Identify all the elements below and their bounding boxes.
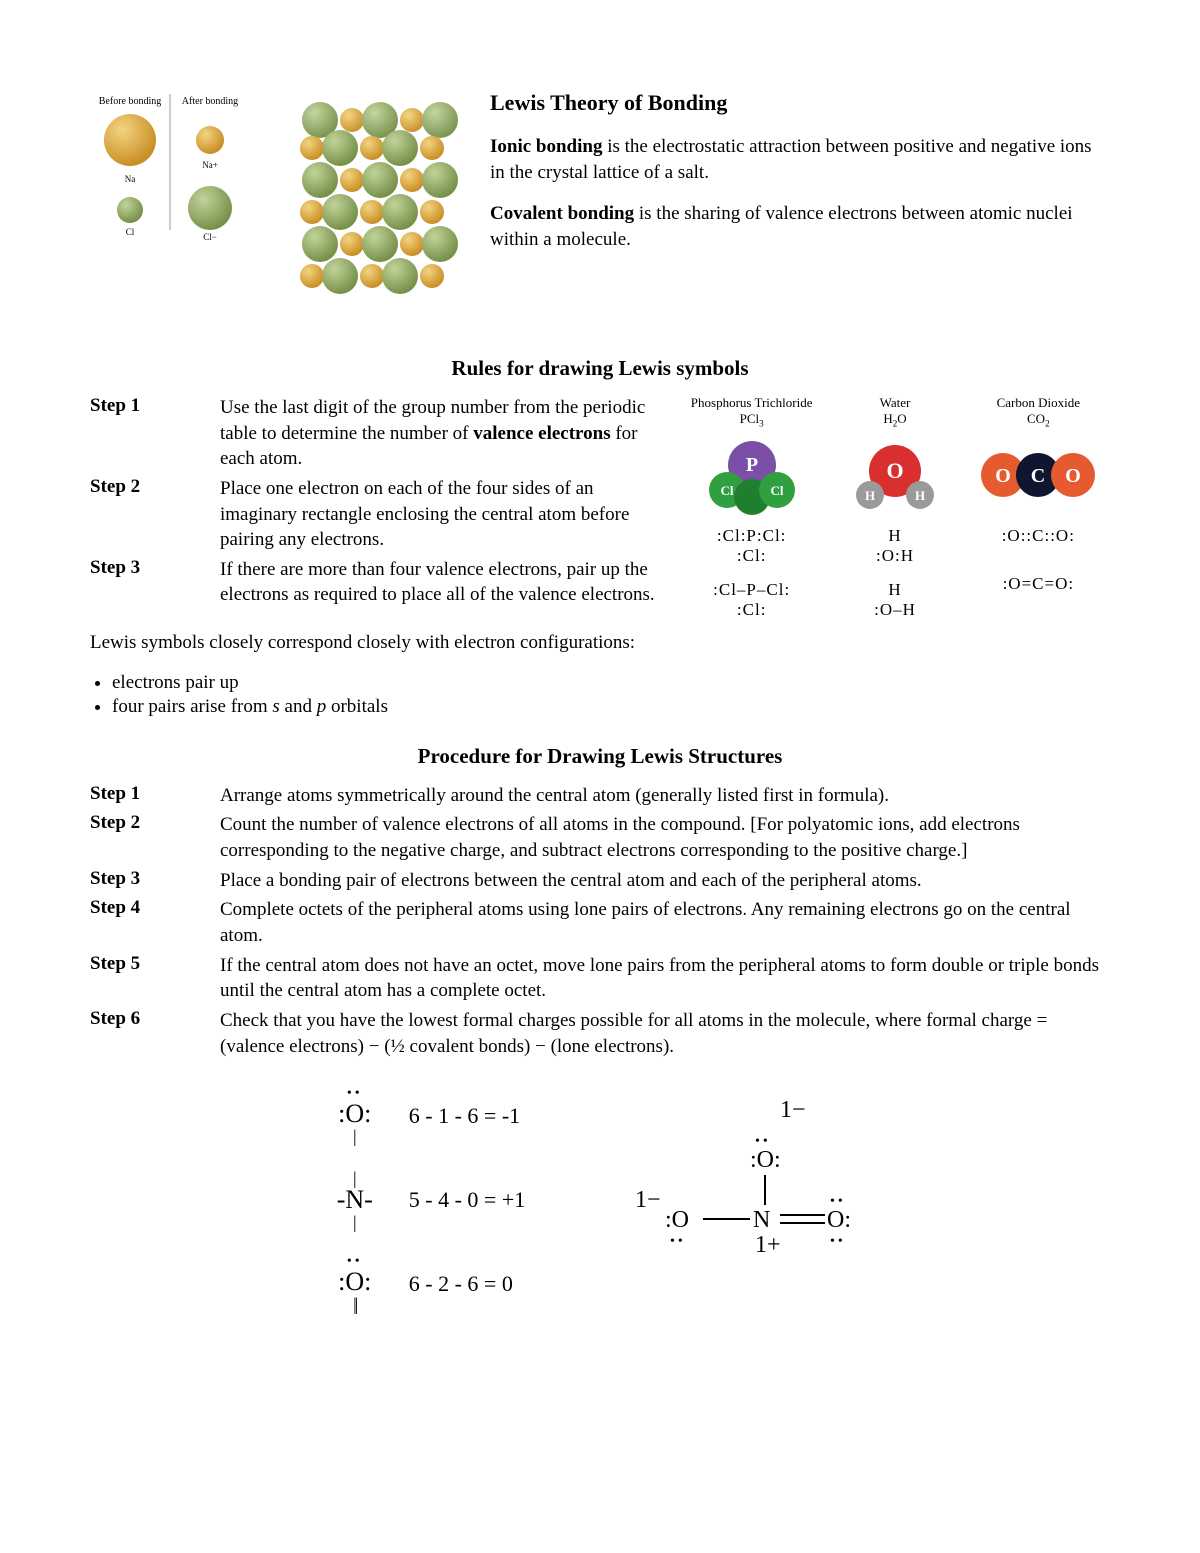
- rules-step-label: Step 2: [90, 476, 220, 557]
- ionic-label: Ionic bonding: [490, 136, 602, 157]
- svg-text:1+: 1+: [755, 1232, 781, 1258]
- svg-text:••: ••: [670, 1234, 686, 1249]
- proc-step-label: Step 1: [90, 783, 220, 813]
- covalent-bonding-def: Covalent bonding is the sharing of valen…: [490, 201, 1110, 252]
- svg-text:O: O: [996, 465, 1012, 487]
- lewis-dot: :O::C::O:: [967, 526, 1110, 546]
- procedure-heading: Procedure for Drawing Lewis Structures: [90, 744, 1110, 769]
- svg-text:O: O: [1066, 465, 1082, 487]
- rules-step-body: Use the last digit of the group number f…: [220, 395, 660, 476]
- svg-text:O: O: [886, 458, 903, 483]
- ionic-bonding-def: Ionic bonding is the electrostatic attra…: [490, 134, 1110, 185]
- lewis-line: :O–H: [823, 600, 966, 620]
- proc-step-label: Step 2: [90, 812, 220, 867]
- correspondence-text: Lewis symbols closely correspond closely…: [90, 630, 660, 656]
- correspondence-bullets: electrons pair up four pairs arise from …: [112, 672, 660, 718]
- svg-text:O:: O:: [827, 1207, 851, 1233]
- list-item: four pairs arise from s and p orbitals: [112, 696, 660, 718]
- ionic-lattice-figure: Before bonding After bonding Na Na+ Cl C…: [90, 90, 460, 316]
- svg-text:H: H: [865, 488, 875, 503]
- proc-step-body: Check that you have the lowest formal ch…: [220, 1008, 1110, 1063]
- rules-step-label: Step 1: [90, 395, 220, 476]
- formal-charge-eq: 5 - 4 - 0 = +1: [409, 1187, 525, 1213]
- molecule-name: Water: [823, 395, 966, 411]
- proc-step-body: If the central atom does not have an oct…: [220, 953, 1110, 1008]
- svg-text:Cl−: Cl−: [203, 232, 217, 242]
- molecule-examples-figure: Phosphorus Trichloride PCl3 P Cl Cl :Cl:…: [680, 395, 1110, 720]
- nitrate-structure: 1− •• :O: 1− :O •• N 1+ O: •• ••: [615, 1087, 875, 1337]
- atom-oxygen-bottom: •• :O: ||: [325, 1255, 385, 1313]
- svg-text:C: C: [1031, 465, 1045, 487]
- atom-nitrogen: | -N- |: [325, 1169, 385, 1231]
- rules-step-body: If there are more than four valence elec…: [220, 557, 660, 612]
- formal-charge-figure: •• :O: | 6 - 1 - 6 = -1 | -N- | 5 - 4 - …: [90, 1087, 1110, 1337]
- molecule-formula: H2O: [823, 411, 966, 429]
- svg-text::O: :O: [665, 1207, 689, 1233]
- svg-text:Cl: Cl: [126, 227, 135, 237]
- after-bonding-label: After bonding: [182, 96, 238, 107]
- proc-step-label: Step 6: [90, 1008, 220, 1063]
- lewis-line: :O=C=O:: [967, 574, 1110, 594]
- svg-text::O:: :O:: [750, 1147, 781, 1173]
- proc-step-body: Place a bonding pair of electrons betwee…: [220, 868, 1110, 898]
- svg-text:••: ••: [830, 1234, 846, 1249]
- lewis-dot: :O:H: [823, 546, 966, 566]
- proc-step-body: Complete octets of the peripheral atoms …: [220, 897, 1110, 952]
- rules-step-body: Place one electron on each of the four s…: [220, 476, 660, 557]
- molecule-formula: CO2: [967, 411, 1110, 429]
- page-title: Lewis Theory of Bonding: [490, 90, 1110, 116]
- lewis-line: :Cl–P–Cl:: [680, 580, 823, 600]
- svg-text:Cl: Cl: [720, 483, 733, 498]
- before-bonding-label: Before bonding: [99, 96, 162, 107]
- svg-text:••: ••: [830, 1194, 846, 1209]
- svg-text:Na: Na: [125, 174, 136, 184]
- list-item: electrons pair up: [112, 672, 660, 694]
- proc-step-body: Count the number of valence electrons of…: [220, 812, 1110, 867]
- molecule-formula: PCl3: [680, 411, 823, 429]
- rules-step-label: Step 3: [90, 557, 220, 612]
- formal-charge-eq: 6 - 1 - 6 = -1: [409, 1103, 520, 1129]
- procedure-step-list: Step 1Arrange atoms symmetrically around…: [90, 783, 1110, 1063]
- proc-step-body: Arrange atoms symmetrically around the c…: [220, 783, 1110, 813]
- covalent-label: Covalent bonding: [490, 203, 634, 224]
- proc-step-label: Step 4: [90, 897, 220, 952]
- molecule-name: Carbon Dioxide: [967, 395, 1110, 411]
- rules-heading: Rules for drawing Lewis symbols: [90, 356, 1110, 381]
- svg-text:1−: 1−: [635, 1187, 661, 1213]
- svg-text:Cl: Cl: [770, 483, 783, 498]
- lewis-dot: :Cl:P:Cl:: [680, 526, 823, 546]
- svg-text:Na+: Na+: [202, 160, 218, 170]
- rules-step-list: Step 1 Use the last digit of the group n…: [90, 395, 660, 612]
- proc-step-label: Step 3: [90, 868, 220, 898]
- proc-step-label: Step 5: [90, 953, 220, 1008]
- atom-oxygen-top: •• :O: |: [325, 1087, 385, 1145]
- formal-charge-eq: 6 - 2 - 6 = 0: [409, 1271, 513, 1297]
- svg-text:H: H: [915, 488, 925, 503]
- molecule-name: Phosphorus Trichloride: [680, 395, 823, 411]
- svg-text:N: N: [753, 1207, 770, 1233]
- svg-text:P: P: [746, 454, 758, 476]
- svg-text:1−: 1−: [780, 1097, 806, 1123]
